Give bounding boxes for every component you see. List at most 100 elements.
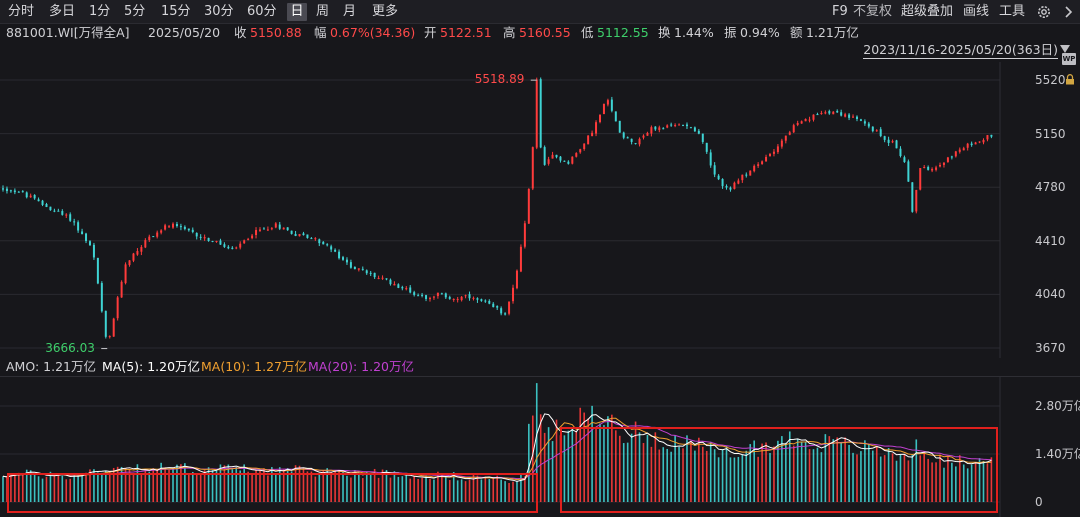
tools-button[interactable]: 工具 bbox=[999, 4, 1026, 19]
volume-bar bbox=[381, 469, 384, 502]
volume-bar bbox=[148, 471, 151, 502]
candle-body bbox=[330, 246, 333, 250]
no-adjust-button[interactable]: 不复权 bbox=[853, 4, 893, 19]
candle-body bbox=[270, 228, 273, 230]
candle-body bbox=[828, 111, 831, 114]
ma20-value: MA(20): 1.20万亿 bbox=[308, 359, 415, 374]
volume-bar bbox=[41, 478, 44, 502]
period-tab-week[interactable]: 周 bbox=[316, 4, 330, 19]
wp-icon[interactable]: WP bbox=[1062, 53, 1076, 65]
volume-bar bbox=[895, 460, 898, 502]
volume-bar bbox=[373, 468, 376, 502]
candle-body bbox=[935, 167, 938, 170]
candle-body bbox=[749, 170, 752, 176]
f9-button[interactable]: F9 bbox=[832, 4, 848, 19]
volume-bar bbox=[943, 467, 945, 502]
price-tick-label: 3670 bbox=[1035, 341, 1066, 355]
candle-body bbox=[191, 229, 194, 233]
volume-bar bbox=[346, 475, 348, 502]
candle-body bbox=[697, 130, 700, 134]
volume-bar bbox=[188, 473, 190, 502]
low-value: 5112.55 bbox=[597, 25, 649, 40]
volume-bar bbox=[314, 476, 317, 502]
volume-bar bbox=[792, 445, 795, 502]
period-tab-1min[interactable]: 1分 bbox=[89, 4, 111, 19]
lock-icon[interactable] bbox=[1065, 74, 1075, 85]
period-tab-15min[interactable]: 15分 bbox=[161, 4, 191, 19]
candle-body bbox=[883, 136, 886, 140]
high-label: 高 bbox=[503, 25, 516, 40]
volume-bar bbox=[97, 472, 99, 502]
quote-info-bar: 881001.WI[万得全A] 2025/05/20 收 5150.88 幅 0… bbox=[0, 24, 1080, 44]
gear-icon[interactable] bbox=[1036, 4, 1052, 20]
range-dropdown-icon[interactable] bbox=[1060, 45, 1070, 53]
candle-body bbox=[606, 100, 609, 105]
period-tab-5min[interactable]: 5分 bbox=[124, 4, 146, 19]
candle-body bbox=[29, 195, 32, 198]
candle-body bbox=[927, 166, 930, 170]
volume-bar bbox=[306, 471, 309, 502]
candle-body bbox=[733, 182, 736, 189]
volume-bar bbox=[215, 469, 218, 502]
volume-bar bbox=[65, 479, 68, 502]
super-overlay-button[interactable]: 超级叠加 bbox=[901, 4, 954, 19]
candle-body bbox=[436, 292, 439, 297]
volume-bar bbox=[567, 430, 570, 502]
period-tab-more[interactable]: 更多 bbox=[372, 4, 399, 19]
period-tab-month[interactable]: 月 bbox=[343, 4, 357, 19]
volume-bar bbox=[883, 455, 886, 502]
candle-body bbox=[591, 132, 594, 137]
candle-body bbox=[417, 295, 420, 297]
volume-bar bbox=[298, 465, 301, 502]
candle-body bbox=[543, 147, 546, 165]
candle-body bbox=[25, 192, 28, 198]
chevron-right-icon[interactable] bbox=[1060, 4, 1076, 20]
candle-body bbox=[262, 228, 265, 230]
volume-bar bbox=[25, 469, 28, 502]
volume-bar bbox=[211, 470, 214, 502]
volume-bar bbox=[698, 437, 700, 502]
volume-bar bbox=[231, 469, 234, 502]
highlight-box-left bbox=[7, 473, 538, 513]
period-tab-intraday[interactable]: 分时 bbox=[8, 4, 35, 19]
volume-bar bbox=[911, 454, 914, 502]
period-tab-day[interactable]: 日 bbox=[287, 3, 307, 21]
volume-bar bbox=[385, 469, 388, 502]
period-tab-multiday[interactable]: 多日 bbox=[49, 4, 76, 19]
volume-bar bbox=[57, 473, 60, 502]
candle-body bbox=[500, 308, 503, 314]
draw-line-button[interactable]: 画线 bbox=[963, 4, 990, 19]
volume-bar bbox=[650, 446, 653, 502]
volume-bar bbox=[860, 451, 862, 502]
candle-body bbox=[223, 244, 226, 247]
volume-chart[interactable] bbox=[0, 376, 1080, 517]
volume-bar bbox=[89, 469, 91, 502]
volume-bar bbox=[417, 478, 419, 502]
candle-body bbox=[950, 156, 953, 158]
candle-body bbox=[342, 257, 345, 260]
volume-bar bbox=[816, 447, 819, 502]
candle-body bbox=[559, 156, 562, 161]
candle-body bbox=[903, 157, 906, 163]
volume-bar bbox=[116, 466, 119, 502]
period-tab-60min[interactable]: 60分 bbox=[247, 4, 277, 19]
candle-body bbox=[112, 318, 115, 337]
volume-bar bbox=[713, 449, 716, 502]
price-chart[interactable] bbox=[0, 62, 1080, 358]
volume-bar bbox=[654, 432, 657, 502]
candle-body bbox=[160, 230, 163, 233]
volume-bar bbox=[844, 437, 846, 502]
candle-body bbox=[152, 236, 155, 238]
volume-bar bbox=[781, 436, 783, 502]
candle-body bbox=[946, 157, 949, 162]
volume-bar bbox=[263, 468, 265, 502]
candle-body bbox=[5, 188, 8, 192]
period-tab-30min[interactable]: 30分 bbox=[204, 4, 234, 19]
volume-bar bbox=[891, 453, 894, 502]
volume-bar bbox=[852, 452, 854, 502]
volume-bar bbox=[607, 416, 609, 502]
volume-bar bbox=[524, 476, 526, 502]
volume-bar bbox=[6, 477, 8, 502]
date-range-selector[interactable]: 2023/11/16-2025/05/20(363日) bbox=[863, 42, 1058, 59]
volume-bar bbox=[958, 455, 961, 502]
